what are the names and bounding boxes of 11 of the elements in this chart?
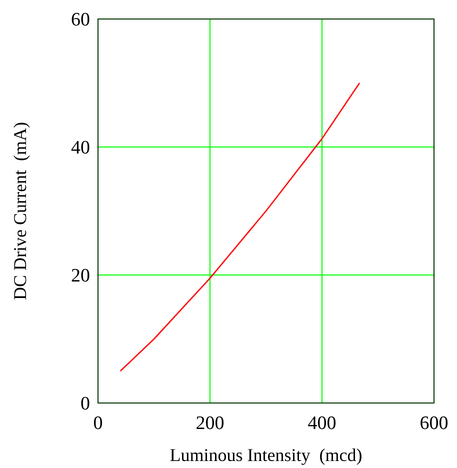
y-tick-label: 60 — [71, 10, 90, 31]
x-tick-label: 400 — [308, 413, 336, 434]
y-tick-label: 0 — [80, 394, 90, 415]
y-tick-label: 20 — [71, 266, 90, 287]
x-axis-title: Luminous Intensity (mcd) — [170, 445, 362, 465]
x-tick-label: 200 — [196, 413, 224, 434]
x-tick-label: 0 — [93, 413, 103, 434]
x-tick-label: 600 — [420, 413, 448, 434]
line-series — [120, 82, 360, 372]
y-axis-title: DC Drive Current (mA) — [10, 122, 30, 300]
y-tick-label: 40 — [71, 138, 90, 159]
